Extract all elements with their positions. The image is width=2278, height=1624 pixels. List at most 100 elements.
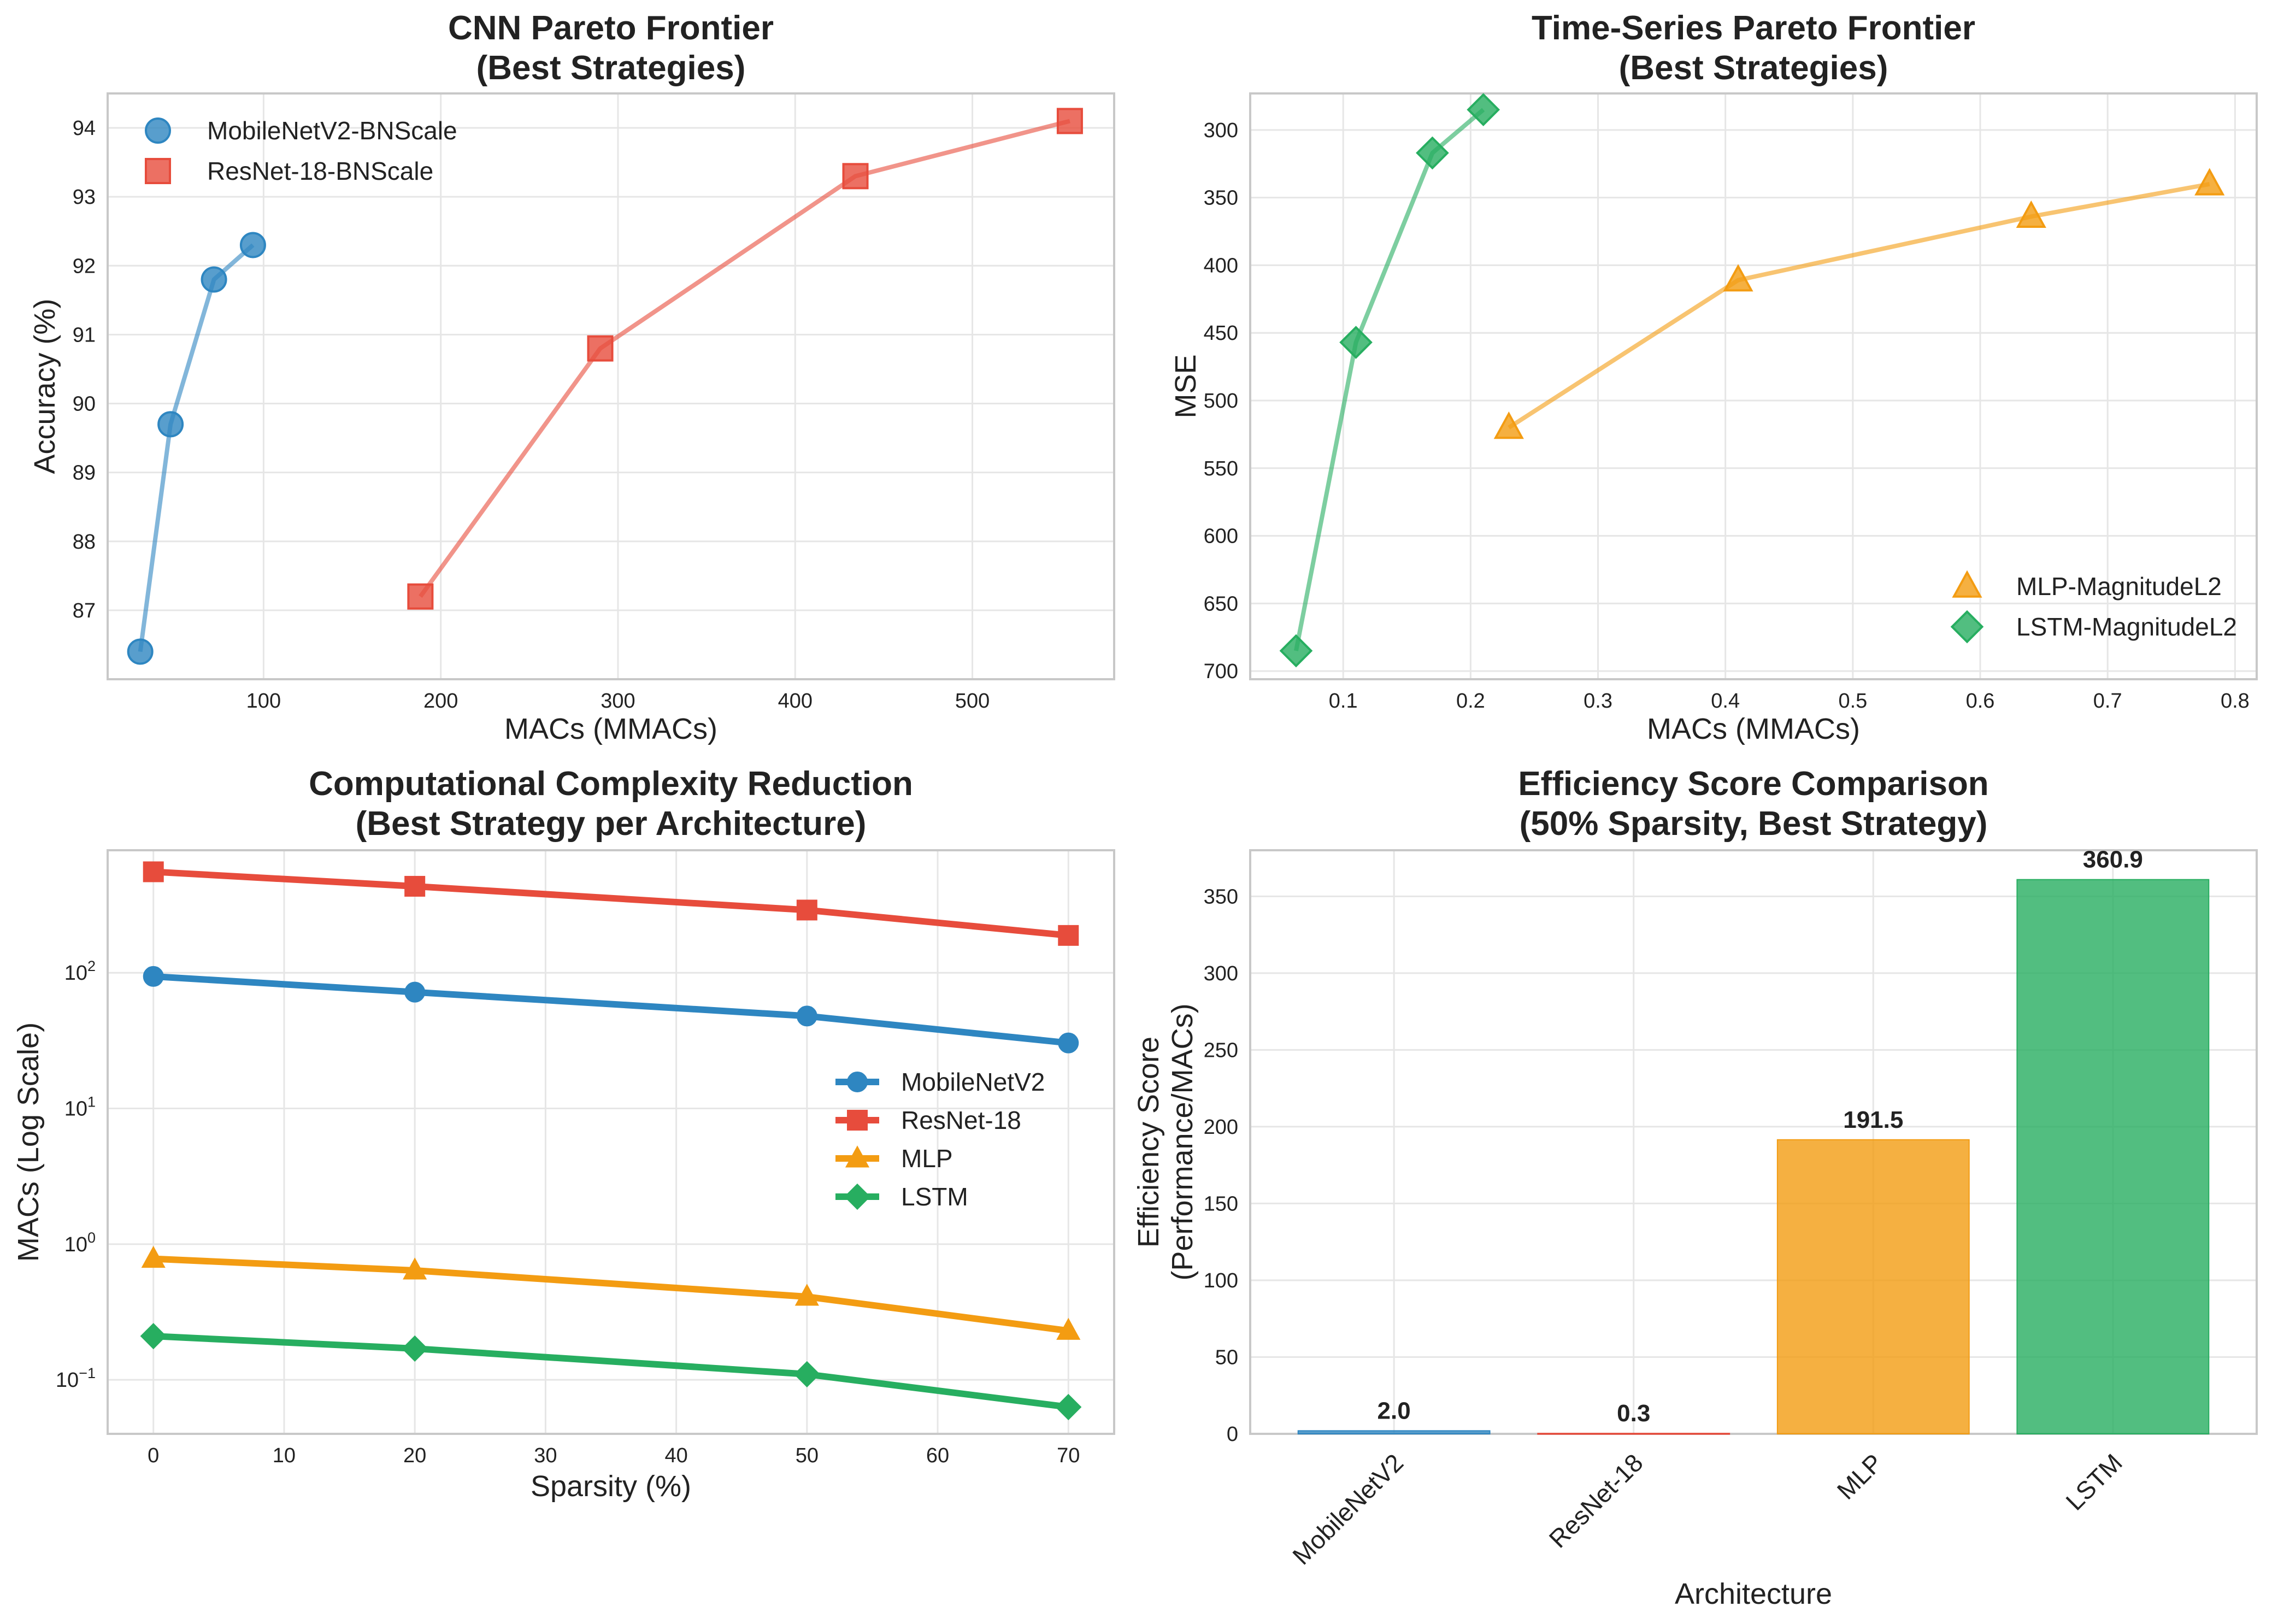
cnn-data-point xyxy=(157,411,184,438)
ts-xlabel: MACs (MMACs) xyxy=(1647,713,1860,745)
cnn-xlabel: MACs (MMACs) xyxy=(504,713,717,745)
cnn-ytick-label: 87 xyxy=(73,599,96,622)
ts-ylabel: MSE xyxy=(1169,354,1202,418)
ts-data-point xyxy=(2016,200,2046,228)
complexity-xlabel: Sparsity (%) xyxy=(531,1470,691,1503)
complexity-plot-frame xyxy=(107,849,1115,1435)
complexity-series-mlp xyxy=(141,1245,1081,1340)
complexity-data-point xyxy=(140,1323,167,1350)
complexity-legend: MobileNetV2 ResNet-18 MLP LSTM xyxy=(835,1068,1045,1211)
complexity-ytick-label: 101 xyxy=(64,1094,96,1121)
ts-data-point xyxy=(1723,264,1753,292)
cnn-data-point xyxy=(407,583,434,610)
efficiency-bar-value-label: 0.3 xyxy=(1617,1400,1650,1427)
complexity-data-point xyxy=(794,1284,819,1306)
cnn-data-point xyxy=(201,266,227,293)
complexity-data-point xyxy=(1055,1393,1082,1421)
complexity-series-lstm xyxy=(140,1323,1082,1421)
complexity-legend-label: MobileNetV2 xyxy=(901,1068,1045,1096)
cnn-plot-frame xyxy=(107,92,1115,680)
ts-ytick-label: 650 xyxy=(1204,592,1238,615)
complexity-xtick-label: 0 xyxy=(148,1444,159,1467)
ts-data-point xyxy=(1339,326,1373,359)
complexity-series-line xyxy=(153,1333,1069,1410)
efficiency-bar xyxy=(1297,1430,1491,1434)
ts-xtick-label: 0.1 xyxy=(1329,690,1358,713)
efficiency-ytick-label: 50 xyxy=(1215,1346,1238,1369)
cnn-ytick-label: 88 xyxy=(73,531,96,554)
complexity-xtick-label: 60 xyxy=(926,1444,949,1467)
cnn-legend: MobileNetV2-BNScale ResNet-18-BNScale xyxy=(145,116,457,185)
ts-data-point xyxy=(2194,168,2225,196)
efficiency-ytick-label: 200 xyxy=(1204,1116,1238,1139)
cnn-xtick-label: 300 xyxy=(601,690,635,713)
efficiency-xtick-label: LSTM xyxy=(2060,1448,2128,1516)
complexity-legend-label: ResNet-18 xyxy=(901,1106,1021,1134)
ts-series-line xyxy=(1508,181,2210,429)
ts-data-point xyxy=(1467,93,1500,127)
ts-xtick-label: 0.4 xyxy=(1711,690,1740,713)
cnn-series-line xyxy=(138,243,255,652)
efficiency-title-line: (50% Sparsity, Best Strategy) xyxy=(1520,805,1988,843)
ts-title-line: Time-Series Pareto Frontier xyxy=(1532,9,1975,47)
ts-legend-marker xyxy=(1952,570,1982,598)
ts-ytick-label: 550 xyxy=(1204,457,1238,480)
complexity-series-line xyxy=(153,973,1069,1046)
ts-series-lstm-magnitudel2 xyxy=(1279,93,1500,668)
complexity-legend-marker xyxy=(844,1183,871,1210)
ts-xtick-label: 0.5 xyxy=(1838,690,1867,713)
ts-data-point xyxy=(1493,411,1524,439)
cnn-ytick-label: 93 xyxy=(73,186,96,209)
cnn-legend-label: ResNet-18-BNScale xyxy=(207,157,433,185)
ts-data-point xyxy=(1279,634,1313,668)
complexity-data-point xyxy=(1058,925,1079,946)
cnn-ytick-label: 94 xyxy=(73,117,96,140)
complexity-xtick-label: 30 xyxy=(534,1444,557,1467)
cnn-data-point xyxy=(239,232,266,258)
complexity-xtick-label: 70 xyxy=(1057,1444,1080,1467)
cnn-xtick-label: 400 xyxy=(778,690,813,713)
complexity-ytick-label: 100 xyxy=(64,1229,96,1256)
cnn-legend-marker xyxy=(145,158,171,184)
complexity-xtick-label: 50 xyxy=(796,1444,819,1467)
complexity-series-resnet-18 xyxy=(143,861,1079,946)
efficiency-ylabel-line: Efficiency Score xyxy=(1132,1037,1165,1248)
cnn-ytick-label: 92 xyxy=(73,255,96,278)
complexity-data-point xyxy=(1056,1317,1081,1340)
ts-legend-marker xyxy=(1950,610,1984,644)
efficiency-bar xyxy=(2016,879,2210,1434)
ts-xtick-label: 0.2 xyxy=(1456,690,1485,713)
complexity-xtick-label: 10 xyxy=(273,1444,296,1467)
cnn-ytick-label: 89 xyxy=(73,462,96,485)
complexity-series-mobilenetv2 xyxy=(143,966,1079,1054)
complexity-legend-marker xyxy=(845,1145,870,1168)
complexity-legend-marker xyxy=(847,1110,868,1131)
efficiency-ytick-label: 300 xyxy=(1204,962,1238,985)
cnn-xtick-label: 500 xyxy=(955,690,990,713)
ts-data-point xyxy=(1416,136,1449,170)
cnn-xtick-label: 100 xyxy=(246,690,281,713)
ts-ytick-label: 450 xyxy=(1204,322,1238,345)
ts-xtick-label: 0.3 xyxy=(1584,690,1612,713)
efficiency-bar xyxy=(1776,1139,1970,1434)
efficiency-ytick-label: 0 xyxy=(1227,1423,1238,1446)
panel-efficiency: Efficiency Score Comparison(50% Sparsity… xyxy=(1132,765,2258,1610)
complexity-data-point xyxy=(796,1005,817,1027)
ts-plot-frame xyxy=(1249,92,2258,680)
efficiency-title-line: Efficiency Score Comparison xyxy=(1518,765,1988,803)
ts-xtick-label: 0.6 xyxy=(1966,690,1995,713)
complexity-legend-marker xyxy=(847,1072,868,1092)
complexity-series-line xyxy=(153,1255,1069,1334)
complexity-ytick-label: 102 xyxy=(64,958,96,985)
cnn-grid xyxy=(108,93,1114,679)
efficiency-ylabel-line: (Performance/MACs) xyxy=(1166,1003,1199,1280)
cnn-data-point xyxy=(842,163,869,190)
ts-ytick-label: 500 xyxy=(1204,390,1238,413)
cnn-ytick-label: 91 xyxy=(73,323,96,346)
cnn-title-line: CNN Pareto Frontier xyxy=(448,9,774,47)
complexity-xtick-label: 20 xyxy=(403,1444,426,1467)
complexity-data-point xyxy=(402,1335,428,1362)
cnn-data-point xyxy=(1056,108,1083,134)
cnn-legend-label: MobileNetV2-BNScale xyxy=(207,116,457,145)
ts-title-line: (Best Strategies) xyxy=(1619,49,1888,87)
